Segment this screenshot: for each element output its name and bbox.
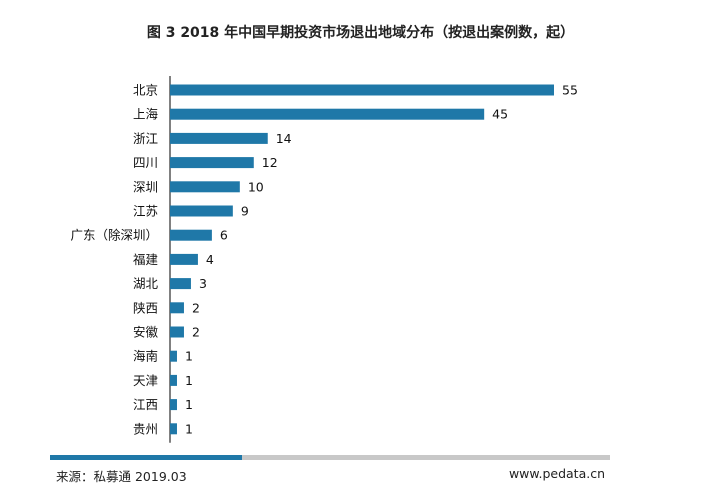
- category-label-4: 深圳: [133, 179, 158, 194]
- bar-2: [170, 132, 268, 144]
- bar-4: [170, 181, 240, 193]
- footer-neutral-bar: [242, 455, 610, 460]
- category-label-2: 浙江: [133, 131, 158, 146]
- category-label-12: 天津: [133, 373, 158, 388]
- category-label-6: 广东（除深圳）: [70, 228, 158, 243]
- category-label-10: 安徽: [133, 325, 159, 340]
- website-link[interactable]: www.pedata.cn: [508, 466, 605, 481]
- value-label-10: 2: [192, 325, 200, 340]
- bar-3: [170, 157, 254, 169]
- bar-14: [170, 423, 177, 435]
- category-label-1: 上海: [133, 107, 159, 122]
- category-label-11: 海南: [133, 349, 158, 364]
- value-label-1: 45: [492, 107, 508, 122]
- category-label-14: 贵州: [133, 421, 158, 436]
- bar-1: [170, 108, 485, 120]
- category-label-7: 福建: [133, 252, 159, 267]
- chart-title: 图 3 2018 年中国早期投资市场退出地域分布（按退出案例数，起）: [146, 25, 575, 41]
- value-label-5: 9: [241, 204, 249, 219]
- source-note: 来源：私募通 2019.03: [56, 469, 187, 484]
- value-label-6: 6: [220, 228, 228, 243]
- category-label-0: 北京: [133, 83, 158, 98]
- bar-10: [170, 326, 184, 338]
- category-label-3: 四川: [133, 155, 158, 170]
- value-label-12: 1: [185, 373, 193, 388]
- value-label-9: 2: [192, 300, 200, 315]
- value-label-14: 1: [185, 421, 193, 436]
- bar-11: [170, 350, 177, 362]
- value-label-8: 3: [199, 276, 207, 291]
- category-label-9: 陕西: [133, 300, 158, 315]
- bar-7: [170, 253, 198, 265]
- value-label-0: 55: [562, 83, 578, 98]
- category-label-13: 江西: [133, 397, 158, 412]
- value-label-7: 4: [206, 252, 214, 267]
- footer-accent-bar: [50, 455, 242, 460]
- value-label-4: 10: [248, 179, 264, 194]
- bar-13: [170, 399, 177, 411]
- category-label-8: 湖北: [133, 276, 159, 291]
- bar-0: [170, 84, 554, 96]
- bar-5: [170, 205, 233, 217]
- value-label-2: 14: [276, 131, 292, 146]
- bar-8: [170, 278, 191, 290]
- bar-12: [170, 374, 177, 386]
- bar-9: [170, 302, 184, 314]
- category-label-5: 江苏: [133, 204, 158, 219]
- value-label-13: 1: [185, 397, 193, 412]
- value-label-3: 12: [262, 155, 278, 170]
- bar-6: [170, 229, 212, 241]
- value-label-11: 1: [185, 349, 193, 364]
